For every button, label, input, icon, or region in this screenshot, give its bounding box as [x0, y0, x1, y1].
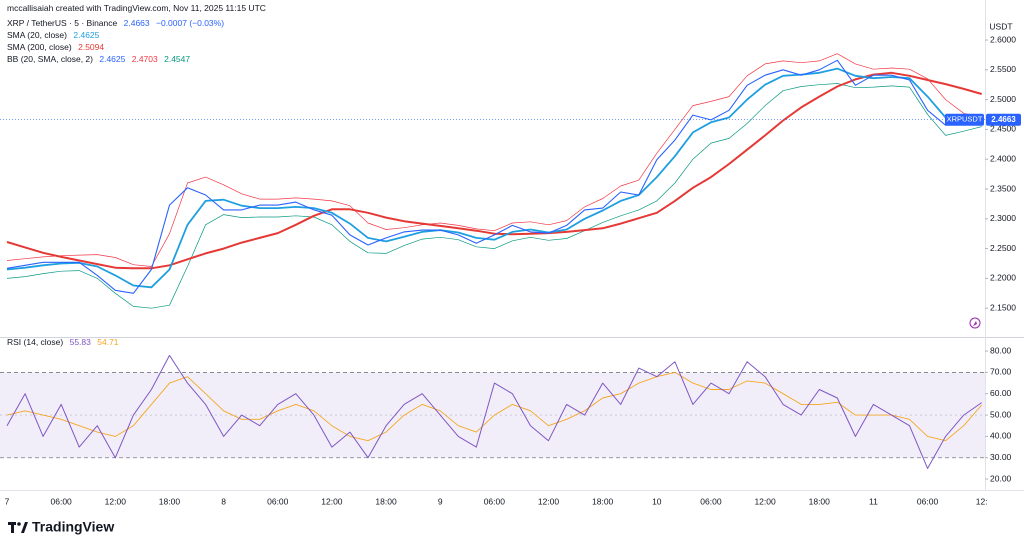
y-tick-label: 40.00 — [990, 431, 1012, 441]
legend-label: RSI (14, close) — [7, 337, 64, 347]
y-tick-label: 70.00 — [990, 367, 1012, 377]
y-tick-label: 2.3500 — [990, 183, 1016, 193]
symbol-tag: XRPUSDT — [947, 115, 983, 124]
x-tick-label: 06:00 — [51, 496, 73, 506]
x-tick-label: 8 — [221, 496, 226, 506]
legend-label: SMA (200, close) — [7, 42, 72, 52]
x-tick-label: 12:00 — [321, 496, 343, 506]
legend-label: SMA (20, close) — [7, 30, 67, 40]
x-tick-label: 12: — [976, 496, 988, 506]
y-tick-label: 2.2000 — [990, 273, 1016, 283]
y-tick-label: 2.3000 — [990, 213, 1016, 223]
plot-area — [0, 354, 985, 469]
currency-label: USDT — [989, 21, 1012, 31]
y-tick-label: 2.1500 — [990, 302, 1016, 312]
series-line — [6, 53, 982, 267]
series-line — [6, 67, 982, 289]
x-tick-label: 18:00 — [809, 496, 831, 506]
x-tick-label: 06:00 — [917, 496, 939, 506]
legend-rsi: RSI (14, close) 55.83 54.71 — [7, 336, 123, 348]
series-line — [6, 71, 982, 270]
legend-value: 54.71 — [97, 337, 119, 347]
price-tag-bg — [986, 113, 1021, 126]
x-tick-label: 12:00 — [754, 496, 776, 506]
logo-icon — [8, 522, 28, 533]
y-tick-label: 60.00 — [990, 388, 1012, 398]
x-tick-label: 7 — [5, 496, 10, 506]
y-tick-label: 2.4000 — [990, 153, 1016, 163]
y-tick-label: 2.4500 — [990, 124, 1016, 134]
x-tick-label: 06:00 — [700, 496, 722, 506]
legend-symbol: XRP / TetherUS · 5 · Binance 2.4663 −0.0… — [7, 17, 228, 29]
legend-value: 2.4547 — [164, 54, 191, 64]
series-line — [6, 371, 983, 442]
legend-title: XRP / TetherUS · 5 · Binance — [7, 18, 118, 28]
legend-value: 2.4663 — [123, 18, 150, 28]
y-tick-label: 2.5500 — [990, 64, 1016, 74]
legend-change: −0.0007 (−0.03%) — [156, 18, 225, 28]
series-line — [6, 59, 982, 294]
x-tick-label: 18:00 — [375, 496, 397, 506]
x-tick-label: 18:00 — [159, 496, 181, 506]
y-tick-label: 2.5000 — [990, 94, 1016, 104]
symbol-tag-bg — [945, 113, 984, 126]
series-line — [6, 83, 982, 309]
legend-value: 2.4625 — [99, 54, 126, 64]
y-tick-label: 30.00 — [990, 452, 1012, 462]
x-tick-label: 11 — [869, 496, 878, 506]
plot-area — [6, 53, 982, 309]
legend-value: 2.4625 — [73, 30, 100, 40]
y-tick-label: 80.00 — [990, 345, 1012, 355]
x-tick-label: 18:00 — [592, 496, 614, 506]
legend-value: 2.4703 — [131, 54, 158, 64]
legend-value: 2.5094 — [78, 42, 105, 52]
y-tick-label: 2.6000 — [990, 34, 1016, 44]
y-tick-label: 2.2500 — [990, 243, 1016, 253]
x-tick-label: 06:00 — [484, 496, 506, 506]
x-tick-label: 10 — [652, 496, 662, 506]
legend-sma200: SMA (200, close) 2.5094 — [7, 41, 108, 53]
legend-bb: BB (20, SMA, close, 2) 2.4625 2.4703 2.4… — [7, 53, 194, 65]
attribution: mccallisaiah created with TradingView.co… — [7, 3, 266, 13]
legend-label: BB (20, SMA, close, 2) — [7, 54, 93, 64]
x-tick-label: 12:00 — [105, 496, 127, 506]
price-tag: 2.4663 — [991, 115, 1016, 124]
x-tick-label: 9 — [438, 496, 443, 506]
rsi-band — [0, 372, 985, 458]
legend-value: 55.83 — [69, 337, 91, 347]
x-tick-label: 06:00 — [267, 496, 289, 506]
y-tick-label: 50.00 — [990, 409, 1012, 419]
legend-sma20: SMA (20, close) 2.4625 — [7, 29, 103, 41]
brand: TradingView — [32, 519, 114, 535]
series-line — [6, 354, 982, 469]
alert-icon — [969, 317, 981, 329]
x-tick-label: 12:00 — [538, 496, 560, 506]
y-tick-label: 20.00 — [990, 473, 1012, 483]
